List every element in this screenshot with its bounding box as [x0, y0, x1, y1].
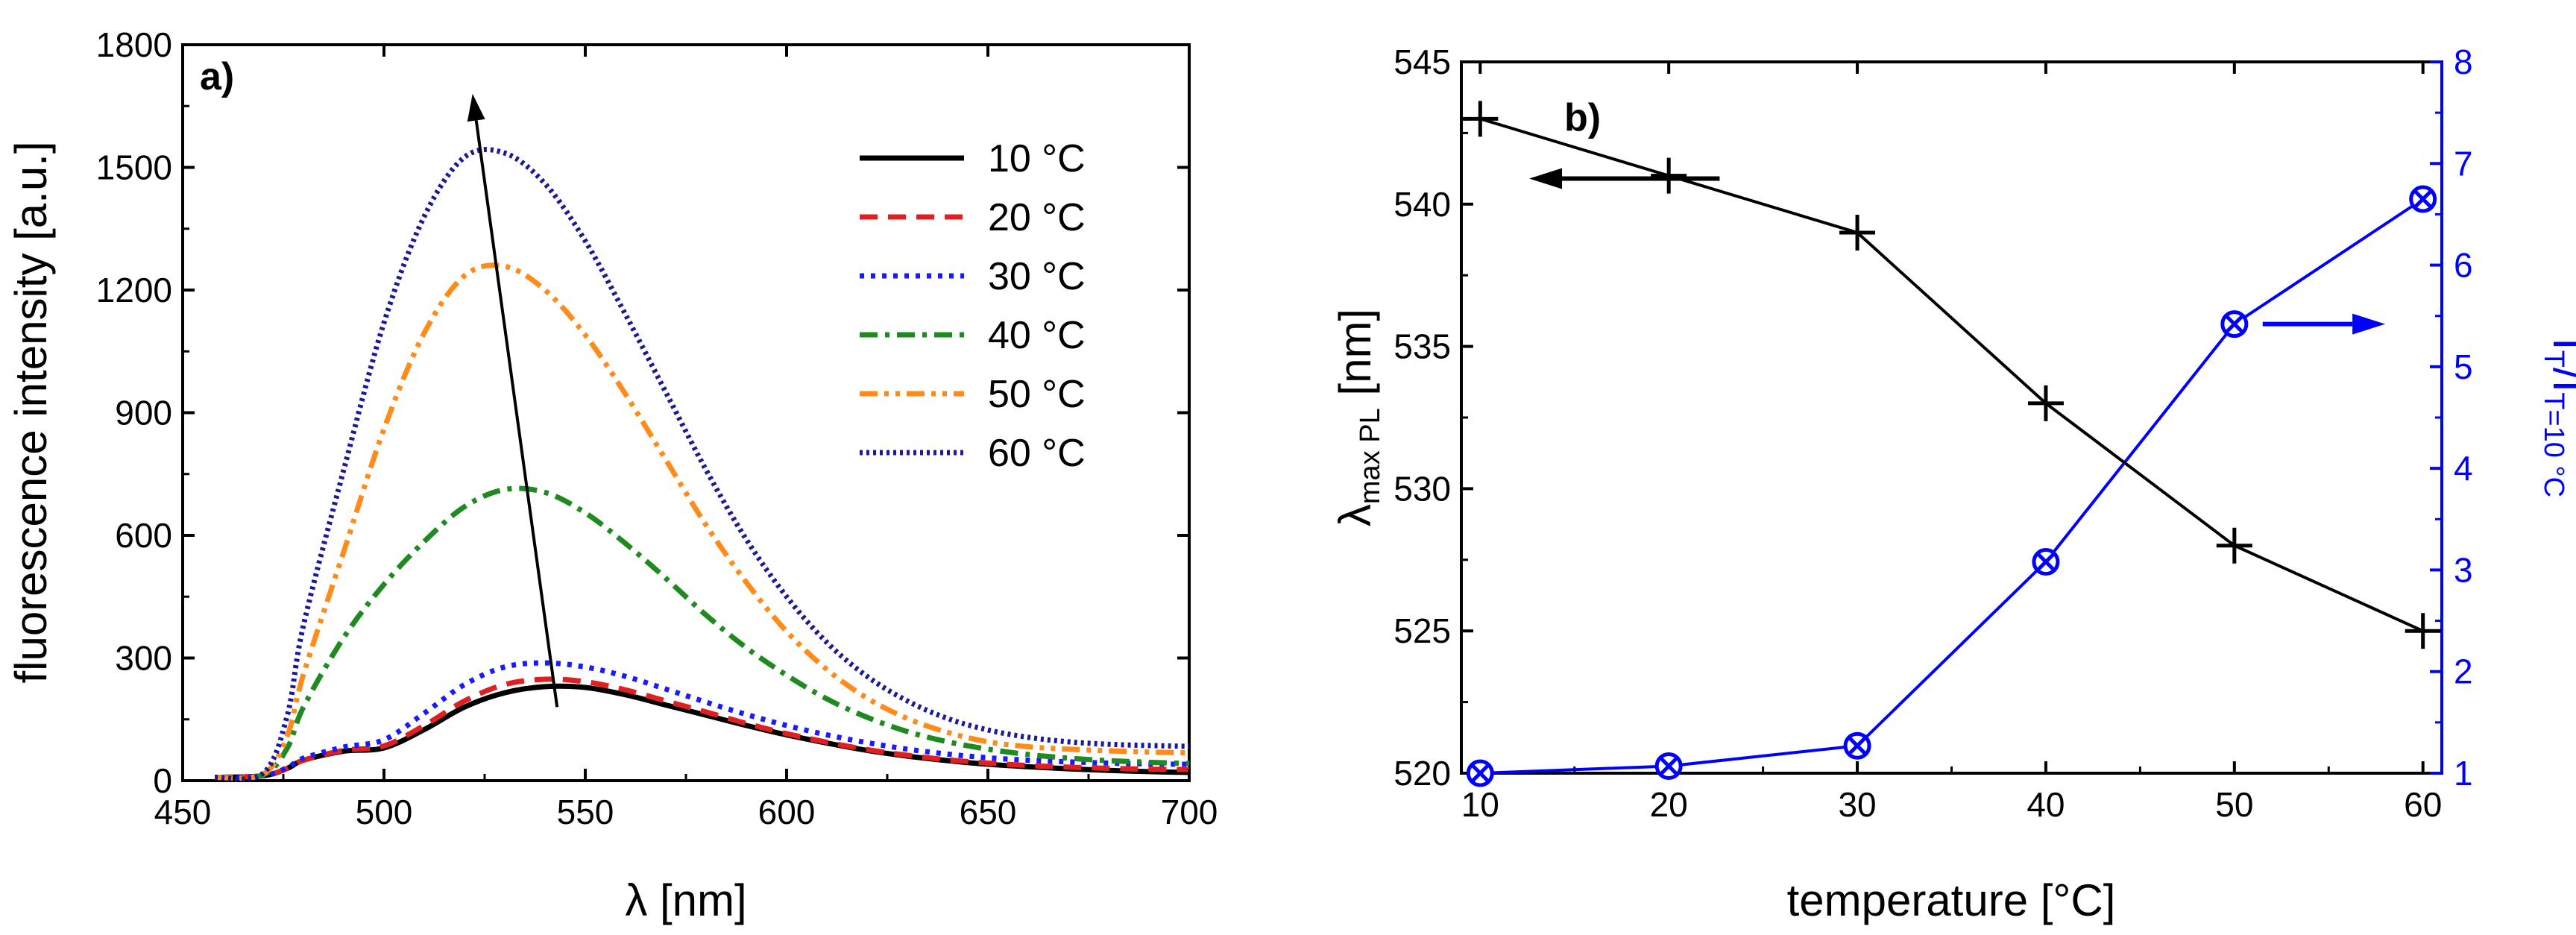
- panel-a-x-tick-label: 600: [758, 793, 816, 831]
- panel-b-right-y-tick-label: 5: [2454, 347, 2473, 386]
- panel-b-left-y-tick-label: 530: [1394, 469, 1451, 508]
- panel-b-ratio-marker-4: [2032, 548, 2060, 576]
- panel-b-lambda-marker-2: [1651, 157, 1687, 194]
- legend-label-4: 40 °C: [988, 314, 1086, 357]
- panel-b-right-y-tick-label: 2: [2454, 652, 2473, 691]
- panel-a-curves: [214, 147, 1190, 782]
- panel-b-lambda-marker-3: [1839, 214, 1876, 251]
- panel-b-chart: 10 20 30 40 50 60 520 525 530 535 540 545 1 2 3 4 5 6 7 8 b…: [1330, 42, 2576, 925]
- panel-b-x-tick-label: 50: [2215, 785, 2253, 824]
- panel-b-right-y-tick-label: 6: [2454, 246, 2473, 285]
- panel-b-right-y-tick-label: 7: [2454, 144, 2473, 183]
- right-axis-title-subscript-2: T=10 °C: [2538, 392, 2569, 497]
- panel-b-left-axis-title: λmax PL [nm]: [1330, 309, 1386, 526]
- panel-a-x-axis-title: λ [nm]: [625, 875, 746, 925]
- panel-b-ticks: 10 20 30 40 50 60 520 525 530 535 540 545 1 2 3 4 5 6 7 8: [1394, 42, 2472, 824]
- panel-a-arrow-head: [467, 93, 485, 122]
- panel-b-x-tick-label: 30: [1838, 785, 1876, 824]
- panel-a-y-tick-label: 1800: [96, 25, 172, 64]
- panel-a-series-line-5: [214, 262, 1190, 781]
- panel-a-series-line-2: [215, 676, 1190, 781]
- panel-a-x-tick-label: 450: [154, 793, 212, 831]
- panel-a-y-tick-label: 300: [115, 639, 172, 678]
- left-axis-title-main: λ: [1330, 504, 1380, 526]
- panel-b-right-y-tick-label: 1: [2454, 754, 2473, 793]
- right-axis-title-mid: /I: [2544, 368, 2576, 392]
- legend-label-2: 20 °C: [988, 196, 1086, 239]
- panel-b-series: [1462, 101, 2441, 787]
- panel-b-ratio-marker-6: [2409, 185, 2437, 213]
- panel-b-lambda-marker-4: [2027, 385, 2064, 421]
- legend-label-6: 60 °C: [988, 432, 1086, 475]
- panel-b-left-y-tick-label: 525: [1394, 611, 1451, 650]
- legend-label-3: 30 °C: [988, 255, 1086, 298]
- panel-a-y-axis-title: fluorescence intensity [a.u.]: [6, 141, 56, 683]
- panel-b-axis-arrows: [1529, 168, 2386, 335]
- panel-b-left-y-tick-label: 545: [1394, 42, 1451, 81]
- panel-b-left-y-tick-label: 520: [1394, 754, 1451, 793]
- panel-b-right-y-tick-label: 3: [2454, 550, 2473, 589]
- legend-label-5: 50 °C: [988, 373, 1086, 416]
- panel-b-left-y-tick-label: 540: [1394, 185, 1451, 224]
- left-axis-title-subscript: max PL: [1355, 408, 1386, 504]
- panel-b-ratio-marker-3: [1843, 731, 1871, 760]
- panel-b-ratio-marker-1: [1466, 759, 1494, 787]
- panel-a-chart: 450 500 550 600 650 700 0 300 600 900 1200 1500 1800…: [6, 25, 1218, 925]
- panel-a-trend-arrow: [467, 93, 559, 708]
- panel-a-y-tick-label: 0: [153, 761, 172, 800]
- panel-b-ratio-marker-5: [2220, 310, 2249, 339]
- panel-a-x-tick-label: 550: [557, 793, 614, 831]
- panel-a-y-tick-label: 1200: [96, 271, 172, 309]
- panel-b-ratio-marker-2: [1654, 752, 1683, 780]
- panel-b-x-tick-label: 60: [2404, 785, 2442, 824]
- panel-b-left-arrow-head: [1529, 168, 1563, 189]
- panel-a-x-tick-label: 500: [356, 793, 413, 831]
- panel-a-ticks: 450 500 550 600 650 700 0 300 600 900 1200 1500 1800: [96, 25, 1218, 831]
- panel-a-arrow-shaft: [474, 120, 559, 708]
- panel-b-lambda-line: [1479, 117, 2424, 633]
- panel-b-lambda-marker-5: [2216, 527, 2252, 564]
- panel-b-x-tick-label: 40: [2027, 785, 2065, 824]
- panel-b-label: b): [1564, 96, 1601, 139]
- panel-b-lambda-marker-6: [2405, 613, 2441, 649]
- right-axis-title-subscript-1: T: [2538, 350, 2569, 368]
- panel-b-x-tick-label: 20: [1650, 785, 1688, 824]
- panel-b-x-tick-label: 10: [1461, 785, 1499, 824]
- panel-a-label: a): [200, 55, 234, 98]
- panel-a-series-line-4: [215, 485, 1190, 781]
- left-axis-title-unit: [nm]: [1330, 309, 1380, 408]
- panel-b-ratio-line: [1480, 198, 2424, 775]
- panel-b-x-axis-title: temperature [°C]: [1787, 875, 2116, 925]
- panel-b-lambda-marker-1: [1462, 101, 1499, 137]
- right-axis-title-main: I: [2544, 338, 2576, 350]
- panel-b-right-arrow-head: [2352, 313, 2386, 335]
- panel-a-y-tick-label: 600: [115, 516, 172, 555]
- panel-b-right-axis-title: IT/IT=10 °C: [2538, 338, 2576, 497]
- panel-b-right-y-tick-label: 8: [2454, 42, 2473, 81]
- panel-b-right-y-tick-label: 4: [2454, 449, 2473, 488]
- panel-a-y-tick-label: 1500: [96, 148, 172, 187]
- panel-a-x-tick-label: 650: [960, 793, 1017, 831]
- legend-label-1: 10 °C: [988, 137, 1086, 180]
- panel-a-series-line-3: [215, 660, 1190, 781]
- panel-a-legend: 10 °C 20 °C 30 °C 40 °C 50 °C 60 °C: [860, 137, 1086, 475]
- panel-a-y-tick-label: 900: [115, 394, 172, 432]
- panel-a-x-tick-label: 700: [1161, 793, 1218, 831]
- panel-b-left-y-tick-label: 535: [1394, 327, 1451, 366]
